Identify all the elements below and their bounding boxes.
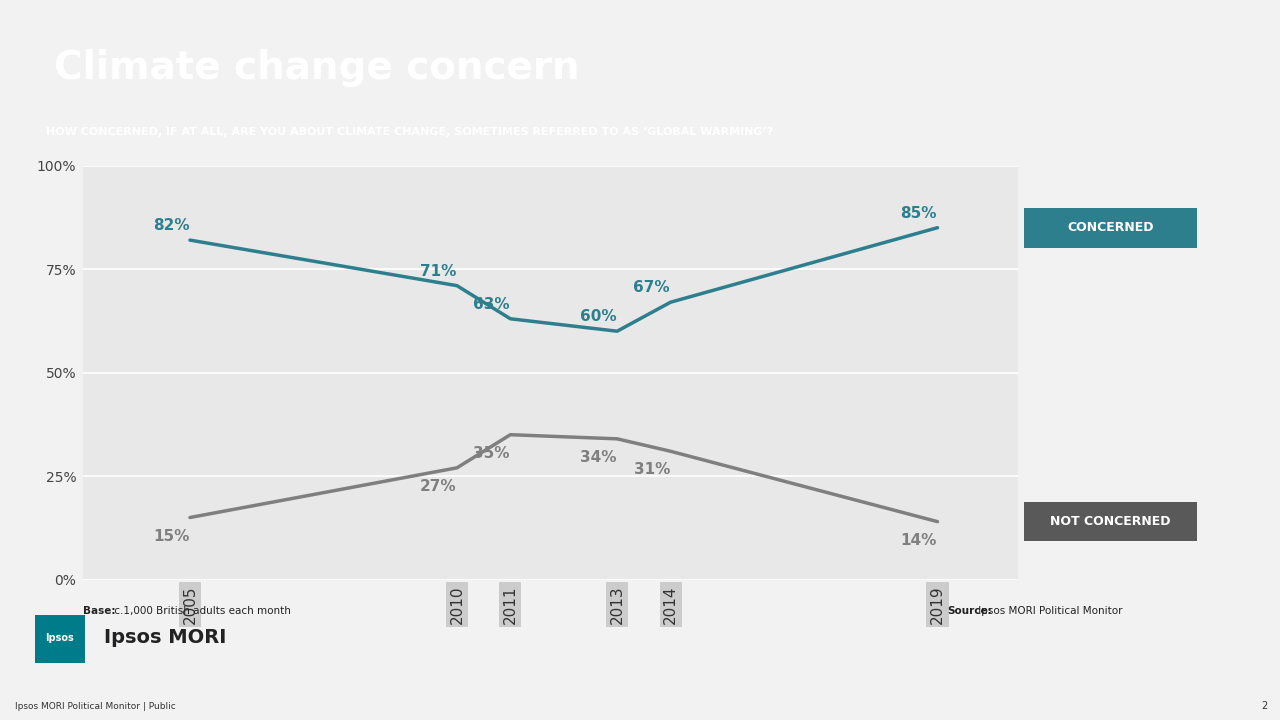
Text: CONCERNED: CONCERNED bbox=[1068, 221, 1153, 234]
Text: 14%: 14% bbox=[901, 533, 937, 548]
Text: Base:: Base: bbox=[83, 606, 115, 616]
Text: 82%: 82% bbox=[152, 218, 189, 233]
Text: Ipsos MORI Political Monitor: Ipsos MORI Political Monitor bbox=[975, 606, 1123, 616]
Text: 71%: 71% bbox=[420, 264, 457, 279]
Text: Ipsos MORI: Ipsos MORI bbox=[104, 629, 227, 647]
Text: 63%: 63% bbox=[474, 297, 509, 312]
Text: 27%: 27% bbox=[420, 479, 457, 494]
Text: 31%: 31% bbox=[634, 462, 671, 477]
Text: 35%: 35% bbox=[474, 446, 509, 461]
Text: 60%: 60% bbox=[580, 310, 617, 324]
Text: Climate change concern: Climate change concern bbox=[54, 49, 579, 87]
Text: NOT CONCERNED: NOT CONCERNED bbox=[1050, 515, 1171, 528]
Text: Ipsos: Ipsos bbox=[46, 633, 74, 643]
Text: c.1,000 British adults each month: c.1,000 British adults each month bbox=[111, 606, 292, 616]
Text: 67%: 67% bbox=[634, 280, 671, 295]
Text: 85%: 85% bbox=[901, 206, 937, 221]
Text: HOW CONCERNED, IF AT ALL, ARE YOU ABOUT CLIMATE CHANGE, SOMETIMES REFERRED TO AS: HOW CONCERNED, IF AT ALL, ARE YOU ABOUT … bbox=[46, 127, 773, 138]
Text: 15%: 15% bbox=[154, 528, 189, 544]
FancyBboxPatch shape bbox=[35, 615, 86, 663]
Text: Ipsos MORI Political Monitor | Public: Ipsos MORI Political Monitor | Public bbox=[15, 702, 177, 711]
Text: 34%: 34% bbox=[580, 450, 617, 465]
Text: Source:: Source: bbox=[947, 606, 992, 616]
Text: 2: 2 bbox=[1261, 701, 1267, 711]
